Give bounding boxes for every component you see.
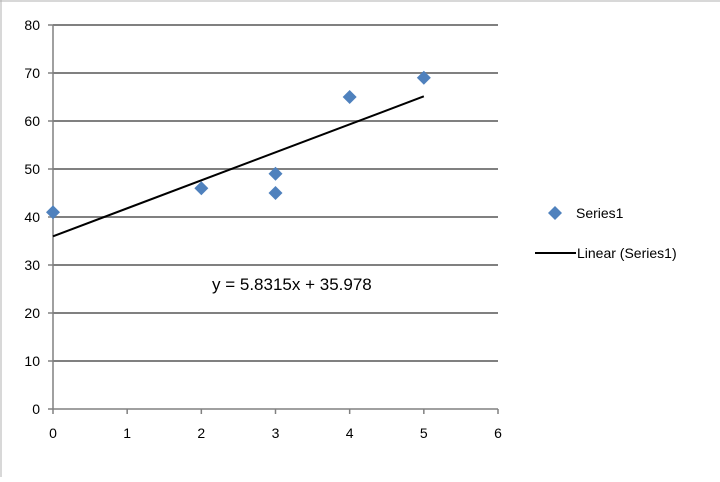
data-point-1 bbox=[46, 205, 60, 220]
data-points bbox=[46, 70, 431, 220]
data-point-4 bbox=[268, 186, 283, 200]
data-point-5 bbox=[342, 90, 357, 104]
legend: Series1 Linear (Series1) bbox=[535, 205, 677, 261]
y-tick-label-10: 10 bbox=[24, 353, 40, 369]
legend-marker-series1 bbox=[548, 206, 562, 220]
tick-labels: 0 10 20 30 40 50 60 70 80 0 1 2 3 4 5 6 bbox=[24, 17, 502, 441]
data-point-3 bbox=[268, 166, 283, 181]
y-tick-label-70: 70 bbox=[24, 65, 40, 81]
x-tick-label-4: 4 bbox=[346, 425, 354, 441]
x-tick-label-5: 5 bbox=[420, 425, 428, 441]
data-point-6 bbox=[416, 70, 431, 85]
trendline-layer bbox=[52, 95, 425, 238]
x-tick-label-1: 1 bbox=[123, 425, 131, 441]
trendline-equation: y = 5.8315x + 35.978 bbox=[212, 275, 372, 294]
x-tick-label-3: 3 bbox=[272, 425, 280, 441]
legend-item-trendline: Linear (Series1) bbox=[535, 245, 677, 261]
y-tick-label-0: 0 bbox=[32, 401, 40, 417]
y-tick-label-20: 20 bbox=[24, 305, 40, 321]
legend-label-trendline: Linear (Series1) bbox=[577, 245, 677, 261]
x-tick-label-2: 2 bbox=[197, 425, 205, 441]
y-tick-label-50: 50 bbox=[24, 161, 40, 177]
trendline bbox=[52, 95, 425, 238]
x-tick-label-6: 6 bbox=[494, 425, 502, 441]
y-tick-label-60: 60 bbox=[24, 113, 40, 129]
y-tick-label-30: 30 bbox=[24, 257, 40, 273]
y-tick-label-80: 80 bbox=[24, 17, 40, 33]
data-point-2 bbox=[194, 181, 209, 196]
legend-item-series1: Series1 bbox=[548, 205, 624, 221]
x-tick-label-0: 0 bbox=[49, 425, 57, 441]
legend-label-series1: Series1 bbox=[576, 205, 624, 221]
y-tick-label-40: 40 bbox=[24, 209, 40, 225]
